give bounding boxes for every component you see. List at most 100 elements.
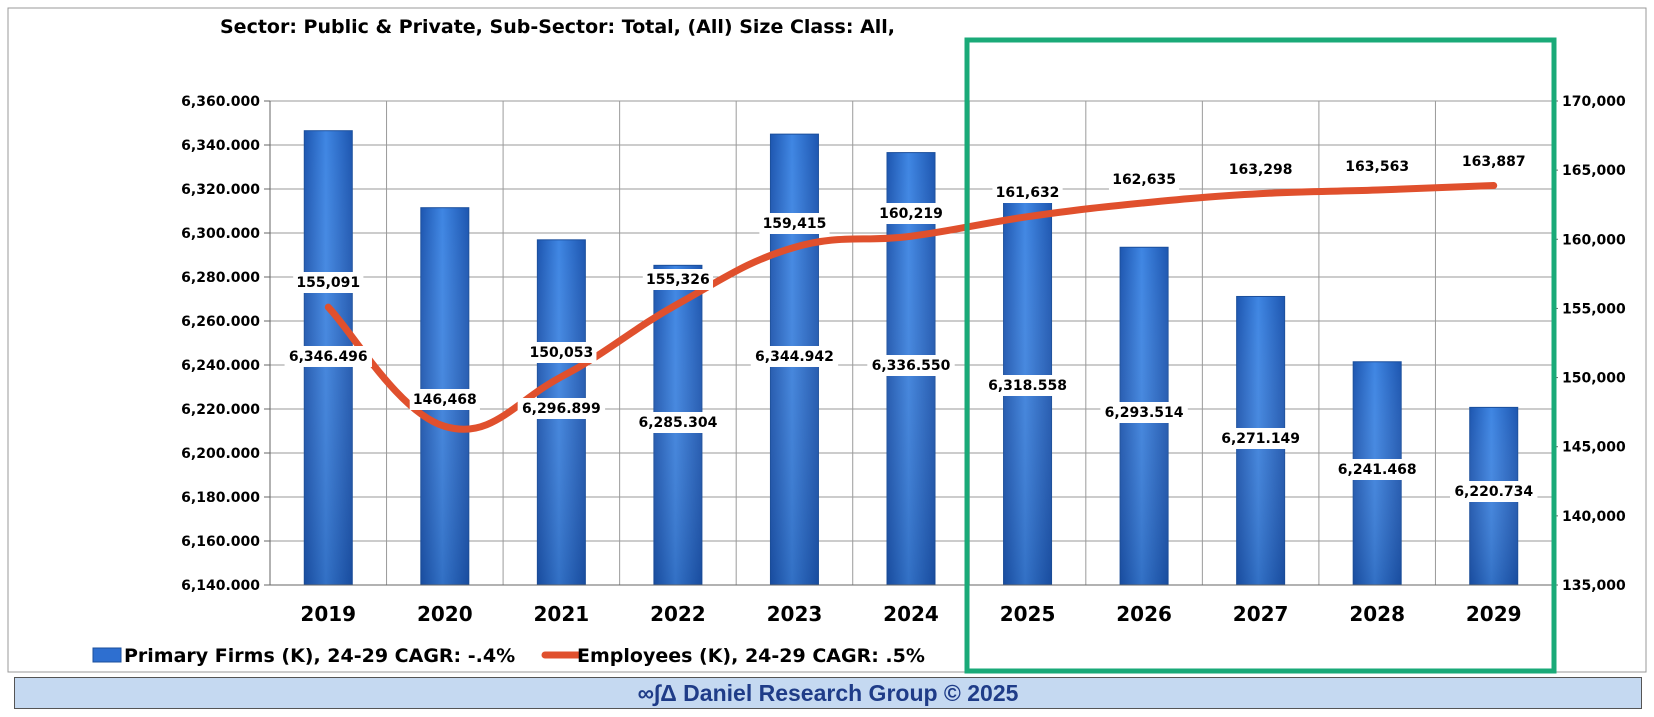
y-left-tick-label: 6,280.000 <box>181 270 260 286</box>
line-value-label-group: 163,298 <box>1225 159 1296 180</box>
x-tick-label: 2024 <box>883 602 939 626</box>
x-tick-label: 2029 <box>1466 602 1522 626</box>
forecast-highlight-box <box>964 37 1557 674</box>
line-value-label: 163,887 <box>1462 154 1526 170</box>
x-tick-label: 2019 <box>300 602 356 626</box>
y-left-tick-label: 6,160.000 <box>181 534 260 550</box>
bar-value-label-group: 6,344.942 <box>750 346 839 367</box>
y-left-tick-label: 6,260.000 <box>181 314 260 330</box>
line-value-label: 155,091 <box>296 275 360 291</box>
bar-value-label-group: 6,293.514 <box>1100 402 1188 423</box>
bar-value-label: 6,296.899 <box>522 401 601 417</box>
employees-line <box>324 182 1498 433</box>
y-right-tick-label: 135,000 <box>1562 578 1626 594</box>
y-left-tick-label: 6,300.000 <box>181 226 260 242</box>
y-right-tick-label: 160,000 <box>1562 232 1626 248</box>
bar-value-label-group: 6,271.149 <box>1216 428 1305 449</box>
bar-value-label-bg <box>1216 428 1305 449</box>
line-value-label-group: 162,635 <box>1108 169 1180 190</box>
x-tick-label: 2027 <box>1233 602 1289 626</box>
bar-value-label-group: 6,241.468 <box>1333 459 1421 480</box>
line-series <box>324 182 1498 433</box>
line-value-label-bg <box>1225 159 1296 180</box>
line-value-label: 160,219 <box>879 206 943 222</box>
bar-value-label-group: 6,318.558 <box>983 375 1072 396</box>
line-value-label-group: 150,053 <box>526 342 597 363</box>
bar-value-label-bg <box>634 412 722 433</box>
x-tick-label: 2025 <box>1000 602 1056 626</box>
x-tick-label: 2026 <box>1116 602 1172 626</box>
line-value-label-bg <box>526 342 597 363</box>
y-right-tick-label: 165,000 <box>1562 163 1626 179</box>
line-value-label-bg <box>642 269 714 290</box>
x-tick-label: 2021 <box>534 602 590 626</box>
line-value-label-group: 155,091 <box>293 272 364 293</box>
line-value-label: 162,635 <box>1112 172 1176 188</box>
legend-line-label: Employees (K), 24-29 CAGR: .5% <box>577 645 925 667</box>
bar-value-label-group: 6,220.734 <box>1450 481 1538 502</box>
bar-value-label-bg <box>983 375 1072 396</box>
line-value-label-bg <box>992 182 1063 203</box>
line-value-label-group: 163,887 <box>1458 151 1529 172</box>
chart-title: Sector: Public & Private, Sub-Sector: To… <box>220 16 895 38</box>
y-right-tick-label: 145,000 <box>1562 440 1626 456</box>
line-value-label-bg <box>759 213 830 234</box>
line-value-label-bg <box>409 389 480 410</box>
line-value-label: 161,632 <box>996 185 1060 201</box>
line-value-label-group: 160,219 <box>875 203 947 224</box>
y-left-tick-label: 6,200.000 <box>181 446 260 462</box>
line-value-label-bg <box>875 203 947 224</box>
line-value-label: 163,563 <box>1345 159 1409 175</box>
y-left-tick-label: 6,220.000 <box>181 402 260 418</box>
line-value-label: 159,415 <box>763 216 827 232</box>
bar-value-label: 6,285.304 <box>638 415 717 431</box>
line-value-label-group: 161,632 <box>992 182 1063 203</box>
y-left-tick-label: 6,180.000 <box>181 490 260 506</box>
y-right-tick-label: 170,000 <box>1562 94 1626 110</box>
bar-value-label-bg <box>750 346 839 367</box>
y-right-tick-label: 140,000 <box>1562 509 1626 525</box>
line-value-label-group: 146,468 <box>409 389 480 410</box>
bar-value-label-group: 6,285.304 <box>634 412 722 433</box>
y-left-tick-label: 6,140.000 <box>181 578 260 594</box>
y-left-tick-label: 6,240.000 <box>181 358 260 374</box>
bar-value-label: 6,346.496 <box>289 349 368 365</box>
bar-value-label-bg <box>284 346 372 367</box>
bar-value-label: 6,271.149 <box>1221 431 1300 447</box>
legend-bar-label: Primary Firms (K), 24-29 CAGR: -.4% <box>124 645 515 667</box>
bar-value-label-group: 6,296.899 <box>517 398 606 419</box>
line-value-label-group: 163,563 <box>1342 156 1413 177</box>
line-value-label: 163,298 <box>1229 162 1293 178</box>
bar-value-label-bg <box>1100 402 1188 423</box>
data-labels: 6,346.496 6,296.899 6,285.304 6,344.942 6,33… <box>284 151 1538 502</box>
line-value-label-group: 155,326 <box>642 269 714 290</box>
x-tick-label: 2028 <box>1349 602 1405 626</box>
bar-value-label: 6,220.734 <box>1454 484 1533 500</box>
line-value-label-group: 159,415 <box>759 213 830 234</box>
bar-value-label-bg <box>1450 481 1538 502</box>
legend-bar-swatch <box>92 647 122 663</box>
line-value-label-bg <box>293 272 364 293</box>
line-value-label-bg <box>1342 156 1413 177</box>
x-tick-label: 2023 <box>767 602 823 626</box>
y-right-tick-label: 150,000 <box>1562 371 1626 387</box>
bar-value-label-group: 6,346.496 <box>284 346 372 367</box>
y-left-tick-label: 6,340.000 <box>181 138 260 154</box>
bar-value-label-bg <box>517 398 606 419</box>
x-tick-label: 2022 <box>650 602 706 626</box>
footer-banner: ∞∫Δ Daniel Research Group © 2025 <box>14 677 1642 709</box>
line-value-label-bg <box>1108 169 1180 190</box>
bar-value-label: 6,336.550 <box>872 358 951 374</box>
bar-value-label-group: 6,336.550 <box>867 355 955 376</box>
y-left-tick-label: 6,360.000 <box>181 94 260 110</box>
bar-value-label: 6,241.468 <box>1338 462 1417 478</box>
x-tick-label: 2020 <box>417 602 473 626</box>
bar-value-label-bg <box>1333 459 1421 480</box>
y-left-tick-label: 6,320.000 <box>181 182 260 198</box>
y-right-tick-label: 155,000 <box>1562 301 1626 317</box>
line-value-label: 155,326 <box>646 272 710 288</box>
line-value-label: 150,053 <box>529 345 593 361</box>
bar-value-label: 6,344.942 <box>755 349 834 365</box>
bar-value-label: 6,318.558 <box>988 378 1067 394</box>
